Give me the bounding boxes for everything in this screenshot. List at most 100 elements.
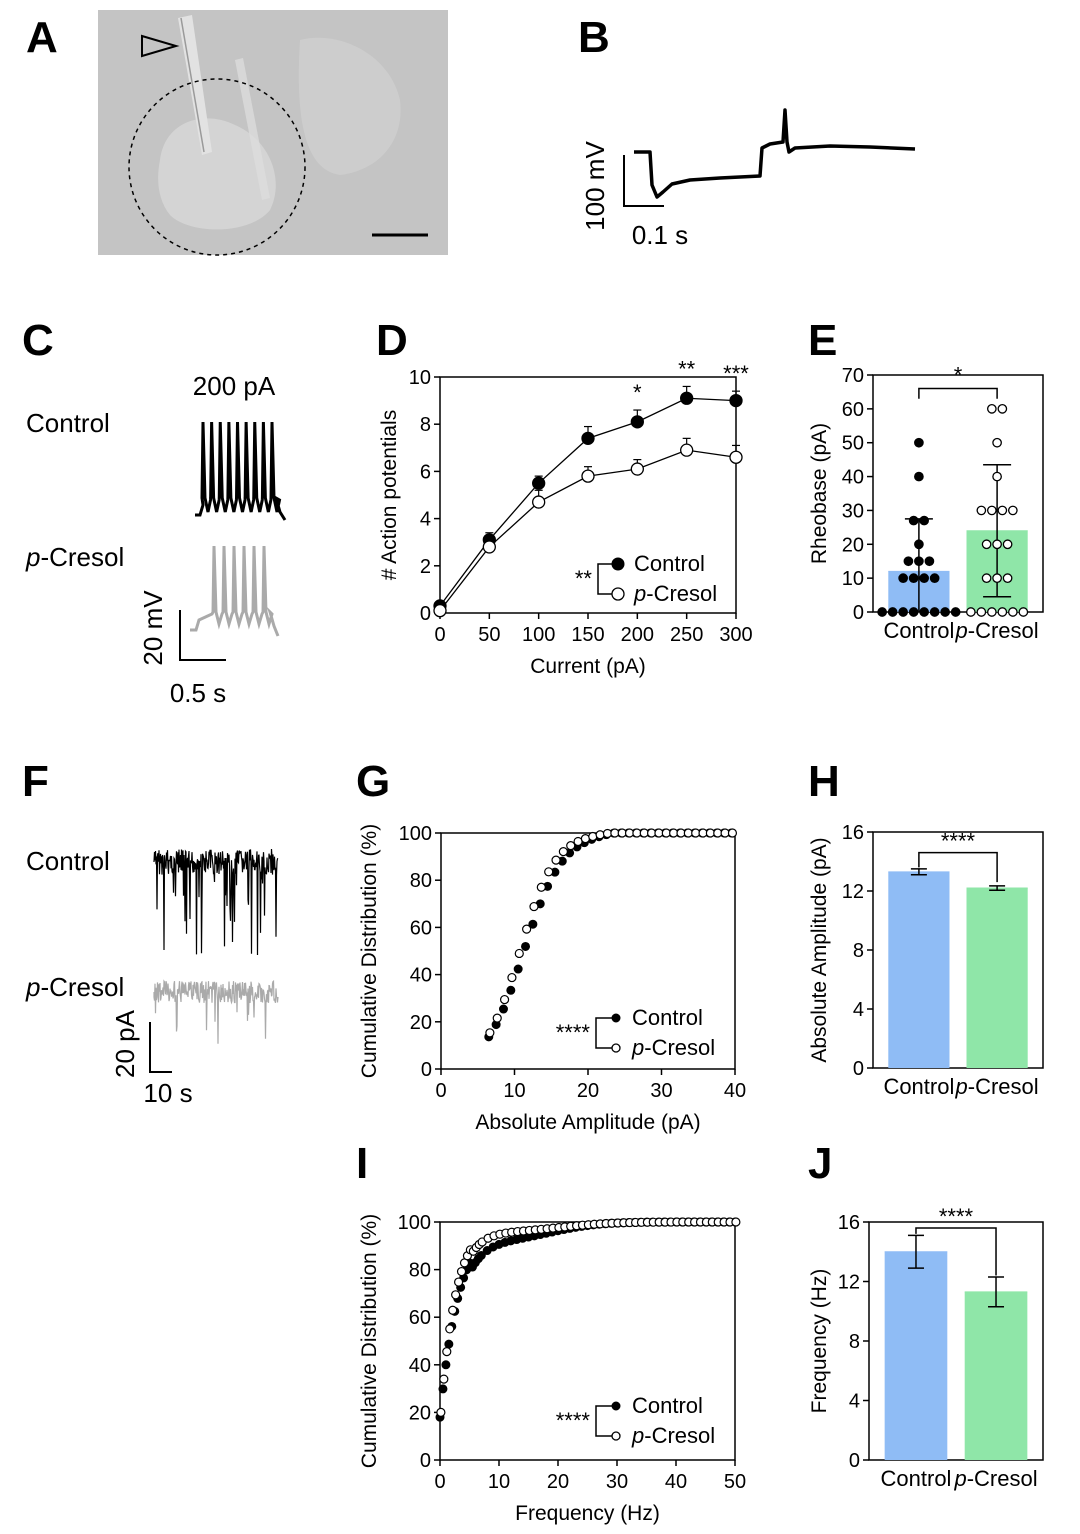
- data-point-pcresol: [529, 901, 539, 912]
- category-label-pcresol: p-Cresol: [955, 618, 1039, 643]
- y-tick-label: 40: [410, 965, 432, 987]
- category-label-pcresol: p-Cresol: [953, 1466, 1037, 1491]
- scale-bar-f: [149, 1022, 172, 1073]
- y-tick-label: 100: [399, 823, 432, 845]
- data-point-pcresol: [514, 948, 524, 959]
- y-tick-label: 20: [410, 1012, 432, 1034]
- data-point-control: [903, 556, 914, 567]
- data-point-control: [506, 985, 516, 995]
- y-tick-label: 20: [409, 1402, 431, 1424]
- y-tick-label: 10: [409, 367, 431, 389]
- data-point-pcresol: [451, 1290, 461, 1300]
- x-axis-label: Current (pA): [530, 655, 646, 678]
- chart-d: 0 50 100 150 200 250 300 0 2 4 6 8 10 Current (pA) # A…: [378, 356, 753, 678]
- data-point-control: [914, 556, 924, 567]
- data-point-pcresol: [433, 603, 447, 618]
- data-point-control: [919, 515, 930, 526]
- category-label-control: Control: [881, 1466, 952, 1491]
- stimulus-label: 200 pA: [193, 371, 276, 401]
- data-point-pcresol: [551, 855, 561, 865]
- data-point-control: [950, 607, 961, 617]
- legend-label-control: Control: [632, 1393, 703, 1418]
- bar-pcresol: [964, 1291, 1028, 1460]
- x-tick-label: 40: [665, 1471, 687, 1493]
- current-trace-control: [153, 848, 279, 956]
- y-tick-label: 60: [409, 1307, 431, 1329]
- data-point-control: [532, 476, 546, 490]
- pcresol-label: p-Cresol: [25, 542, 124, 572]
- data-point-pcresol: [558, 847, 568, 857]
- data-point-pcresol: [439, 1374, 449, 1384]
- data-point-control: [898, 607, 909, 617]
- data-point-pcresol: [485, 1028, 495, 1038]
- data-point-control: [444, 1339, 454, 1349]
- data-point-pcresol: [445, 1324, 455, 1334]
- legend-significance: ****: [556, 1408, 591, 1433]
- legend-marker-pcresol: [611, 1431, 621, 1441]
- data-point-pcresol: [436, 1407, 446, 1418]
- x-tick-label: 20: [547, 1471, 569, 1493]
- data-point-pcresol: [992, 437, 1002, 448]
- x-tick-label: 200: [621, 624, 654, 646]
- scale-label-time-f: 10 s: [143, 1078, 192, 1108]
- y-tick-label: 12: [838, 1272, 860, 1294]
- bar-control: [884, 1251, 948, 1460]
- data-point-pcresol: [986, 505, 997, 516]
- y-tick-label: 40: [409, 1355, 431, 1377]
- x-tick-label: 10: [488, 1471, 510, 1493]
- significance-bracket: [918, 387, 998, 399]
- y-tick-label: 6: [420, 461, 431, 483]
- y-axis-label: Cumulative Distribution (%): [358, 824, 381, 1078]
- spike-train-control: [195, 421, 287, 521]
- scale-label-time-c: 0.5 s: [170, 678, 226, 708]
- x-tick-label: 0: [434, 1471, 445, 1493]
- x-tick-label: 150: [571, 624, 604, 646]
- data-point-pcresol: [997, 404, 1008, 414]
- legend-label-pcresol: p-Cresol: [631, 1035, 715, 1060]
- y-tick-label: 8: [420, 414, 431, 436]
- y-tick-label: 16: [838, 1212, 860, 1234]
- data-point-control: [919, 573, 930, 583]
- x-tick-label: 10: [503, 1080, 525, 1102]
- panel-label-g: G: [356, 757, 390, 806]
- significance-bracket: [918, 851, 998, 883]
- category-label-control: Control: [883, 618, 954, 643]
- data-point-pcresol: [544, 867, 554, 877]
- scale-bar-b: [623, 155, 664, 207]
- y-tick-label: 4: [853, 999, 864, 1021]
- control-label-f: Control: [26, 846, 110, 876]
- y-tick-label: 30: [842, 500, 864, 522]
- y-tick-label: 80: [410, 870, 432, 892]
- data-point-control: [929, 573, 940, 583]
- data-point-control: [908, 607, 919, 617]
- spike-train-pcresol: [190, 545, 280, 637]
- data-point-control: [476, 1250, 486, 1260]
- x-axis-label: Frequency (Hz): [515, 1502, 660, 1525]
- data-point-control: [940, 607, 951, 617]
- y-axis-label: Cumulative Distribution (%): [358, 1214, 381, 1468]
- x-tick-label: 0: [435, 1080, 446, 1102]
- y-tick-label: 70: [842, 365, 864, 387]
- significance-bracket: [915, 1227, 997, 1276]
- y-axis-label: Frequency (Hz): [808, 1269, 831, 1414]
- data-point-control: [729, 393, 743, 408]
- bar-pcresol: [966, 888, 1028, 1068]
- significance-marker: *: [954, 363, 963, 388]
- legend-marker-control: [611, 1401, 621, 1411]
- legend-bracket: [595, 1017, 604, 1049]
- data-point-control: [908, 515, 919, 526]
- panel-label-b: B: [578, 13, 610, 62]
- legend-marker-pcresol: [611, 1043, 621, 1053]
- data-point-pcresol: [499, 994, 510, 1005]
- y-tick-label: 12: [842, 881, 864, 903]
- data-point-pcresol: [981, 573, 992, 583]
- cell-outline: [128, 78, 306, 256]
- x-tick-label: 50: [478, 624, 500, 646]
- chart-h: 0 4 8 12 16 Absolute Amplitude (pA) Control p-C…: [808, 822, 1044, 1099]
- y-tick-label: 0: [421, 1059, 432, 1081]
- data-point-control: [908, 573, 919, 583]
- y-tick-label: 0: [853, 1058, 864, 1080]
- y-tick-label: 20: [842, 534, 864, 556]
- panel-label-i: I: [356, 1139, 368, 1188]
